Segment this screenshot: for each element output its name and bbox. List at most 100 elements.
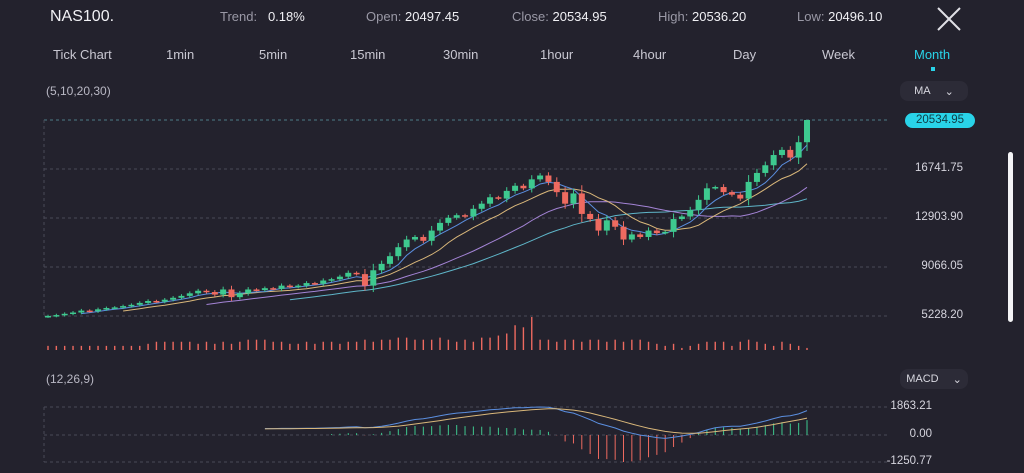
candle-body	[703, 188, 710, 200]
high-value: 20536.20	[691, 9, 747, 24]
volume-bar	[264, 339, 266, 350]
high-stat: High: 20536.20	[658, 9, 746, 24]
tab-tick-chart[interactable]: Tick Chart	[53, 47, 112, 62]
candle-body	[778, 149, 785, 156]
candle-body	[261, 288, 268, 291]
volume-bar	[297, 343, 299, 350]
candle-body	[236, 293, 243, 298]
volume-bar	[364, 339, 366, 350]
volume-bar	[164, 341, 166, 350]
tab-30min[interactable]: 30min	[443, 47, 479, 62]
volume-bar	[506, 333, 508, 350]
macd-dea-line	[264, 408, 808, 434]
candle-body	[186, 293, 193, 296]
sub-indicator-dropdown[interactable]: MACD ⌄	[900, 369, 968, 389]
candle-body	[278, 285, 285, 289]
candle-body	[512, 185, 519, 191]
current-price-badge: 20534.95	[905, 113, 975, 128]
volume-bar	[481, 337, 483, 350]
volume-bar	[89, 345, 91, 350]
candle-body	[745, 181, 752, 199]
tab-month[interactable]: Month	[914, 47, 951, 62]
macd-dif-line	[264, 406, 808, 439]
ma20-line	[206, 186, 808, 305]
ma10-line	[123, 163, 808, 312]
open-stat: Open: 20497.45	[366, 9, 459, 24]
close-label: Close:	[512, 9, 549, 24]
candle-body	[170, 297, 177, 300]
volume-bar	[764, 343, 766, 350]
candle-body	[595, 219, 602, 231]
candle-body	[737, 194, 744, 199]
volume-bar	[239, 341, 241, 350]
volume-bar	[189, 341, 191, 350]
volume-bar	[522, 327, 525, 350]
volume-bar	[714, 341, 716, 350]
tab-1min[interactable]: 1min	[166, 47, 195, 62]
volume-bar	[606, 341, 608, 350]
volume-bar	[447, 339, 450, 350]
volume-bar	[639, 339, 641, 350]
candle-body	[245, 289, 252, 294]
volume-bar	[472, 341, 475, 350]
volume-bar	[105, 345, 108, 350]
candle-body	[453, 215, 460, 218]
volume-bar	[314, 343, 316, 350]
candle-body	[787, 149, 794, 158]
tab-15min[interactable]: 15min	[350, 47, 386, 62]
candle-body	[670, 219, 677, 232]
volume-bar	[272, 341, 274, 350]
candle-body	[386, 256, 393, 264]
volume-bar	[222, 341, 224, 350]
candle-body	[795, 142, 802, 158]
chevron-down-icon: ⌄	[944, 85, 954, 98]
candle-body	[678, 216, 685, 220]
candle-body	[178, 295, 185, 298]
candle-body	[478, 203, 485, 209]
volume-bar	[689, 345, 691, 350]
candle-body	[645, 230, 652, 237]
volume-bar	[205, 341, 208, 350]
trend-stat: Trend: 0.18%	[220, 9, 305, 24]
candle-body	[78, 310, 85, 313]
volume-bar	[155, 341, 158, 350]
tab-5min[interactable]: 5min	[259, 47, 288, 62]
tab-4hour[interactable]: 4hour	[633, 47, 667, 62]
candle-body	[428, 230, 435, 241]
volume-bar	[672, 343, 675, 350]
candle-body	[153, 300, 160, 303]
candle-body	[603, 220, 610, 231]
macd-params: (12,26,9)	[46, 372, 95, 386]
macd-tick: -1250.77	[886, 455, 932, 467]
candle-body	[804, 120, 810, 143]
volume-bar	[572, 339, 575, 350]
volume-bar	[280, 341, 283, 350]
volume-bar	[197, 343, 199, 350]
candle-body	[336, 276, 343, 280]
tab-week[interactable]: Week	[822, 47, 855, 62]
volume-bar	[489, 337, 491, 350]
main-indicator-dropdown[interactable]: MA ⌄	[900, 81, 968, 101]
candle-body	[570, 193, 577, 204]
candle-body	[695, 199, 702, 211]
volume-bar	[756, 341, 758, 350]
volume-bar	[389, 339, 391, 350]
candle-body	[628, 234, 635, 240]
volume-bar	[789, 343, 792, 350]
candle-body	[487, 197, 494, 204]
macd-tick: 0.00	[909, 428, 932, 440]
volume-bar	[564, 339, 566, 350]
scrollbar[interactable]	[1008, 152, 1013, 322]
volume-bar	[55, 345, 58, 350]
volume-bar	[63, 345, 66, 350]
tab-1hour[interactable]: 1hour	[540, 47, 574, 62]
tab-day[interactable]: Day	[733, 47, 757, 62]
volume-bar	[806, 347, 808, 350]
close-button[interactable]	[934, 4, 964, 34]
ma30-line	[289, 198, 808, 301]
active-tab-indicator	[931, 67, 935, 71]
sub-indicator-value: MACD	[906, 373, 939, 385]
candle-body	[361, 274, 368, 286]
volume-bar	[339, 343, 341, 350]
